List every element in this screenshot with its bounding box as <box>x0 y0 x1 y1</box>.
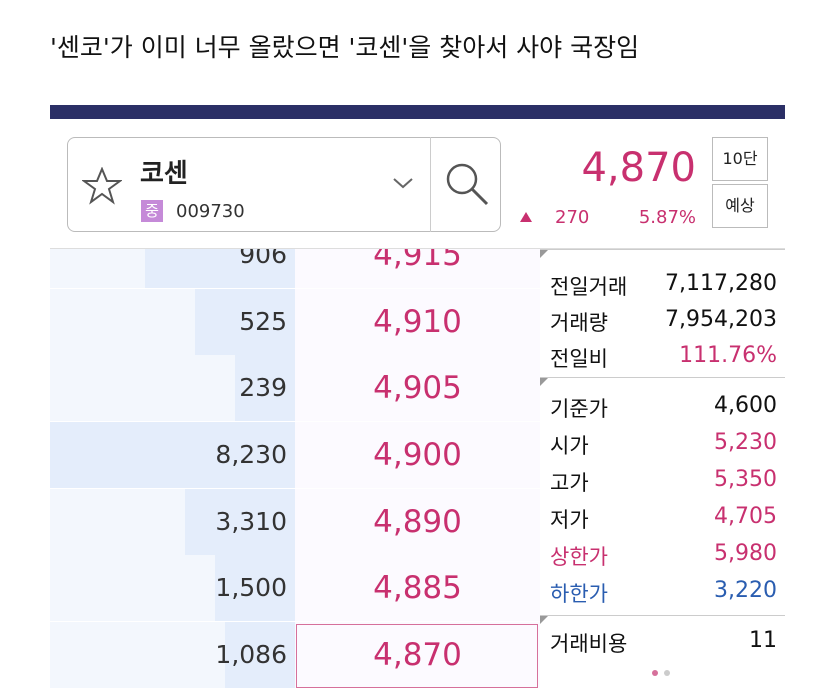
summary-label: 시가 <box>550 434 589 458</box>
order-row: 8,230 4,900 <box>50 422 540 489</box>
summary-panel: 전일거래 7,117,280 거래량 7,954,203 전일비 111.76% 기준가 4,… <box>540 249 785 695</box>
order-row: 1,086 4,870 <box>50 622 540 689</box>
quantity-bar <box>50 422 295 488</box>
summary-value: 3,220 <box>714 578 777 603</box>
summary-label: 고가 <box>550 471 589 495</box>
ask-price: 4,905 <box>295 355 540 421</box>
quantity-cell <box>50 249 295 288</box>
search-icon[interactable] <box>443 160 493 210</box>
order-row: 906 4,915 <box>50 249 540 289</box>
header-bar <box>50 105 785 119</box>
ask-price: 4,910 <box>295 289 540 355</box>
divider <box>50 248 785 249</box>
summary-label: 저가 <box>550 508 589 532</box>
quantity: 8,230 <box>215 440 287 469</box>
summary-value: 4,600 <box>714 393 777 418</box>
summary-label: 거래량 <box>550 311 608 335</box>
quantity-bar <box>195 289 295 355</box>
quantity-bar <box>185 489 295 555</box>
order-row: 3,310 4,890 <box>50 489 540 556</box>
quantity: 525 <box>239 307 287 336</box>
order-row: 525 4,910 <box>50 289 540 356</box>
ask-price: 4,900 <box>295 422 540 488</box>
quantity-cell <box>50 355 295 421</box>
corner-mark <box>540 250 548 258</box>
order-row: 239 4,905 <box>50 355 540 422</box>
quantity-bar <box>235 355 295 421</box>
summary-value: 5,350 <box>714 467 777 492</box>
summary-value: 7,954,203 <box>665 307 777 332</box>
search-box[interactable] <box>67 137 501 232</box>
up-arrow <box>520 212 532 222</box>
quantity: 239 <box>239 373 287 402</box>
quantity-bar <box>145 249 295 288</box>
dropdown-icon[interactable] <box>392 176 414 190</box>
page-dot <box>664 670 670 676</box>
summary-value: 7,117,280 <box>665 271 777 296</box>
summary-value: 11 <box>749 628 777 653</box>
quantity: 1,500 <box>215 573 287 602</box>
current-price: 4,870 <box>581 145 696 191</box>
quantity-bar <box>225 622 295 688</box>
depth-button[interactable]: 10단 <box>712 137 768 181</box>
market-badge: 중 <box>141 200 163 222</box>
quantity-cell <box>50 289 295 355</box>
ask-price: 4,885 <box>295 555 540 621</box>
quantity: 1,086 <box>215 640 287 669</box>
forecast-button[interactable]: 예상 <box>712 184 768 228</box>
star-icon[interactable] <box>82 167 122 205</box>
ask-price: 4,915 <box>295 249 540 288</box>
summary-value: 5,980 <box>714 541 777 566</box>
current-price-highlight <box>296 624 538 688</box>
quantity-bar <box>215 555 295 621</box>
quantity: 906 <box>239 249 287 269</box>
summary-label: 상한가 <box>550 545 608 569</box>
separator <box>540 615 785 616</box>
quantity-cell <box>50 622 295 688</box>
change-rate: 5.87% <box>638 207 696 228</box>
summary-label: 전일비 <box>550 347 608 371</box>
quantity-cell <box>50 422 295 488</box>
caption: '센코'가 이미 너무 올랐으면 '코센'을 찾아서 사야 국장임 <box>50 33 640 62</box>
summary-label: 기준가 <box>550 397 608 421</box>
summary-label: 거래비용 <box>550 632 628 656</box>
ask-price: 4,870 <box>295 622 540 688</box>
summary-label: 전일거래 <box>550 275 628 299</box>
quantity: 3,310 <box>215 507 287 536</box>
summary-value: 4,705 <box>714 504 777 529</box>
separator <box>540 377 785 378</box>
stock-name: 코센 <box>140 159 188 189</box>
corner-mark <box>540 616 548 624</box>
stock-code: 009730 <box>176 201 245 222</box>
summary-value: 5,230 <box>714 430 777 455</box>
divider <box>430 137 431 232</box>
order-row: 1,500 4,885 <box>50 555 540 622</box>
quantity-cell <box>50 489 295 555</box>
price-change: 270 <box>555 207 590 228</box>
summary-value: 111.76% <box>679 343 777 368</box>
corner-mark <box>540 378 548 386</box>
ask-price: 4,890 <box>295 489 540 555</box>
summary-label: 하한가 <box>550 582 608 606</box>
separator <box>540 249 785 250</box>
quantity-cell <box>50 555 295 621</box>
order-book: 906 4,915 525 4,910 239 4,905 8,230 4,900 3,310 4… <box>50 249 540 695</box>
page-dot <box>652 670 658 676</box>
